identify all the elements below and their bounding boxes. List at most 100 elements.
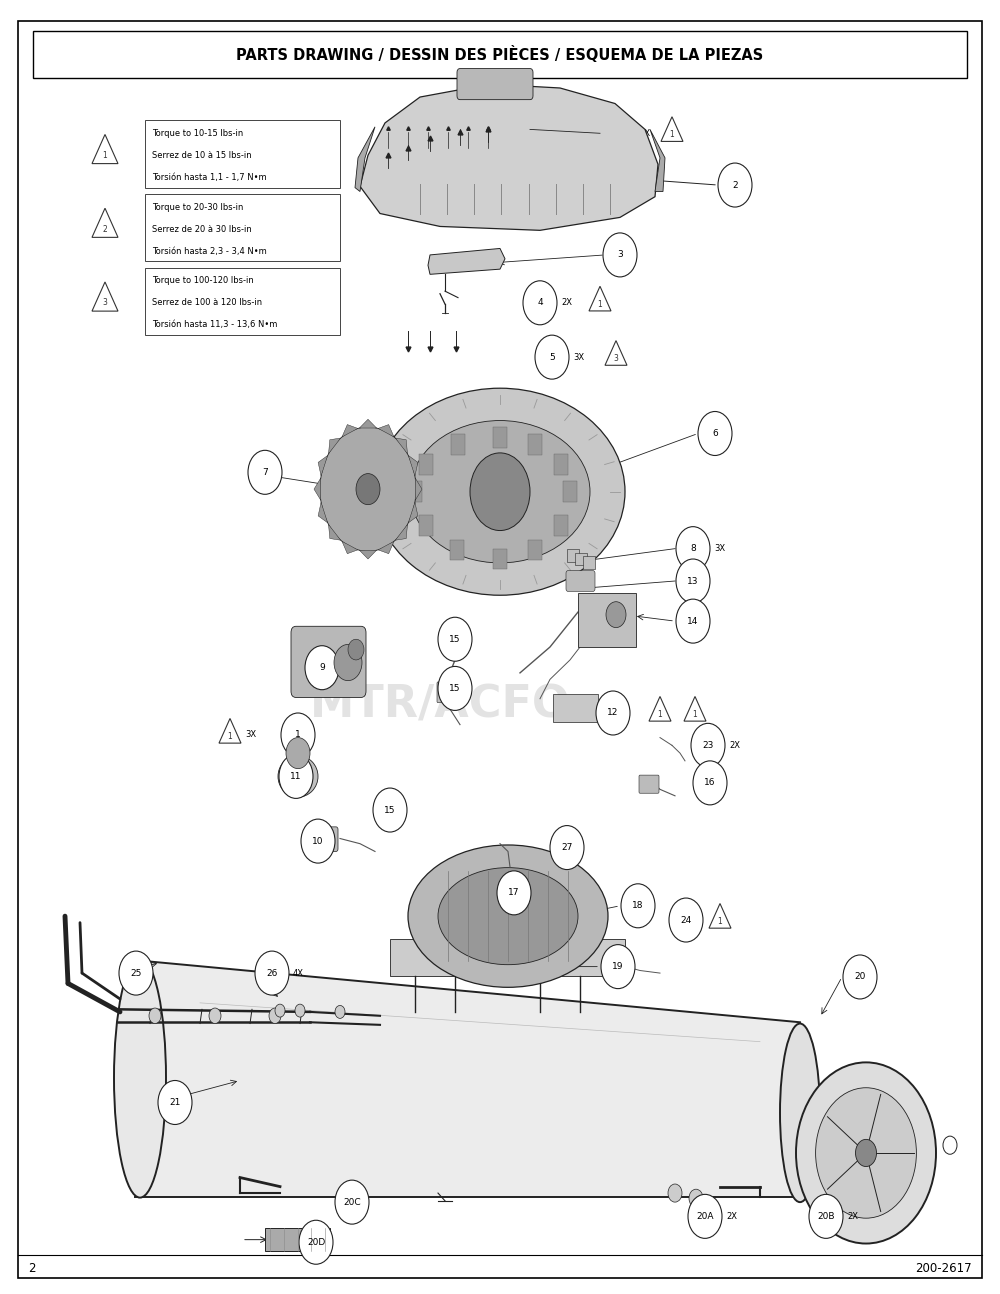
Circle shape xyxy=(676,599,710,643)
Text: 15: 15 xyxy=(384,806,396,814)
Text: 20A: 20A xyxy=(696,1212,714,1220)
Circle shape xyxy=(691,723,725,767)
Text: 1: 1 xyxy=(598,299,602,308)
Circle shape xyxy=(149,1008,161,1024)
Text: 20D: 20D xyxy=(307,1238,325,1246)
Text: 4X: 4X xyxy=(293,969,304,977)
Circle shape xyxy=(295,1004,305,1017)
Polygon shape xyxy=(360,84,658,230)
FancyBboxPatch shape xyxy=(563,481,577,502)
Circle shape xyxy=(603,233,637,277)
Circle shape xyxy=(621,884,655,928)
FancyBboxPatch shape xyxy=(265,1228,330,1251)
Circle shape xyxy=(535,335,569,379)
Circle shape xyxy=(693,761,727,805)
Text: 1: 1 xyxy=(718,916,722,925)
Text: Serrez de 20 à 30 lbs-in: Serrez de 20 à 30 lbs-in xyxy=(152,225,252,233)
Text: 8: 8 xyxy=(690,545,696,553)
Text: 20B: 20B xyxy=(817,1212,835,1220)
Circle shape xyxy=(335,1180,369,1224)
Circle shape xyxy=(158,1080,192,1124)
Circle shape xyxy=(119,951,153,995)
Text: 1: 1 xyxy=(693,709,697,718)
Text: 3X: 3X xyxy=(714,545,725,553)
Circle shape xyxy=(470,453,530,531)
Text: MTR/ACFO: MTR/ACFO xyxy=(310,683,570,727)
Polygon shape xyxy=(650,129,665,192)
FancyBboxPatch shape xyxy=(553,694,598,722)
Text: 26: 26 xyxy=(266,969,278,977)
Text: Torsión hasta 2,3 - 3,4 N•m: Torsión hasta 2,3 - 3,4 N•m xyxy=(152,247,267,255)
Circle shape xyxy=(601,111,635,155)
Text: 16: 16 xyxy=(704,779,716,787)
Circle shape xyxy=(356,474,380,505)
Circle shape xyxy=(275,1004,285,1017)
Text: 1: 1 xyxy=(295,731,301,739)
Polygon shape xyxy=(359,419,377,428)
Circle shape xyxy=(305,646,339,690)
Text: 18: 18 xyxy=(632,902,644,910)
Text: 9: 9 xyxy=(319,664,325,672)
FancyBboxPatch shape xyxy=(578,593,636,647)
Text: 2: 2 xyxy=(103,225,107,234)
Text: 3: 3 xyxy=(617,251,623,259)
FancyBboxPatch shape xyxy=(419,454,433,475)
Circle shape xyxy=(248,450,282,494)
Text: 20C: 20C xyxy=(343,1198,361,1206)
Text: 6X: 6X xyxy=(639,129,650,137)
Polygon shape xyxy=(342,541,358,554)
Polygon shape xyxy=(135,960,800,1197)
Text: 1: 1 xyxy=(228,731,232,740)
Text: 6: 6 xyxy=(712,430,718,437)
Text: Torque to 20-30 lbs-in: Torque to 20-30 lbs-in xyxy=(152,203,243,211)
FancyBboxPatch shape xyxy=(450,540,464,560)
FancyBboxPatch shape xyxy=(528,435,542,455)
Circle shape xyxy=(689,1189,703,1207)
Text: 12: 12 xyxy=(607,709,619,717)
Ellipse shape xyxy=(780,1024,820,1202)
Circle shape xyxy=(255,951,289,995)
Circle shape xyxy=(796,1062,936,1244)
Polygon shape xyxy=(395,524,407,540)
Circle shape xyxy=(269,1008,281,1024)
FancyBboxPatch shape xyxy=(554,454,568,475)
Text: 200-2617: 200-2617 xyxy=(915,1262,972,1275)
Text: 3X: 3X xyxy=(245,731,256,739)
Polygon shape xyxy=(428,248,505,274)
Text: 2: 2 xyxy=(732,181,738,189)
Circle shape xyxy=(601,945,635,989)
Text: 10: 10 xyxy=(312,837,324,845)
Polygon shape xyxy=(378,541,394,554)
FancyBboxPatch shape xyxy=(554,515,568,536)
Ellipse shape xyxy=(410,421,590,563)
Text: 2X: 2X xyxy=(726,1212,737,1220)
Polygon shape xyxy=(359,550,377,559)
Text: 15: 15 xyxy=(449,685,461,692)
Text: 1: 1 xyxy=(103,151,107,160)
Text: 24: 24 xyxy=(680,916,692,924)
FancyBboxPatch shape xyxy=(493,427,507,448)
Text: 21: 21 xyxy=(169,1099,181,1106)
Text: Torsión hasta 1,1 - 1,7 N•m: Torsión hasta 1,1 - 1,7 N•m xyxy=(152,173,267,181)
Text: 2: 2 xyxy=(28,1262,36,1275)
FancyBboxPatch shape xyxy=(583,556,595,569)
Circle shape xyxy=(523,281,557,325)
Polygon shape xyxy=(395,439,407,454)
Text: Torsión hasta 11,3 - 13,6 N•m: Torsión hasta 11,3 - 13,6 N•m xyxy=(152,321,277,329)
FancyBboxPatch shape xyxy=(314,827,338,851)
FancyBboxPatch shape xyxy=(291,626,366,697)
FancyBboxPatch shape xyxy=(450,435,464,455)
Circle shape xyxy=(320,427,416,551)
FancyBboxPatch shape xyxy=(528,540,542,560)
Circle shape xyxy=(676,559,710,603)
Text: 27: 27 xyxy=(561,844,573,851)
Circle shape xyxy=(669,898,703,942)
FancyBboxPatch shape xyxy=(575,553,587,565)
Circle shape xyxy=(438,617,472,661)
Text: 20: 20 xyxy=(854,973,866,981)
FancyBboxPatch shape xyxy=(493,549,507,569)
Circle shape xyxy=(843,955,877,999)
Circle shape xyxy=(438,666,472,710)
Text: 19: 19 xyxy=(612,963,624,970)
Text: Serrez de 10 à 15 lbs-in: Serrez de 10 à 15 lbs-in xyxy=(152,151,252,159)
